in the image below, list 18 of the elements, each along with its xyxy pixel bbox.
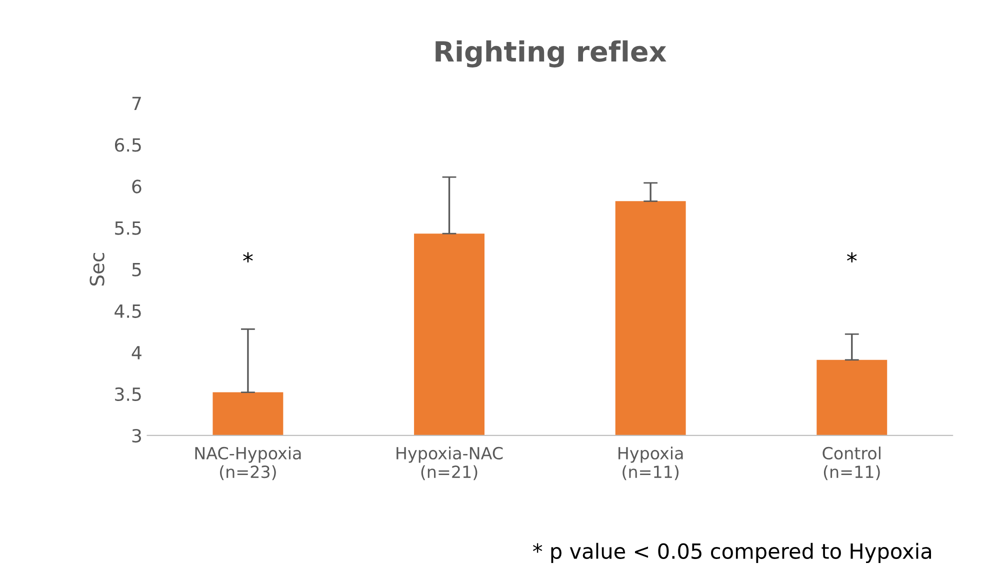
x-tick-label: Hypoxia (n=11) — [618, 446, 683, 480]
x-tick-label: Hypoxia-NAC (n=21) — [396, 446, 503, 480]
y-tick-label: 6 — [132, 180, 142, 194]
x-tick-label: NAC-Hypoxia (n=23) — [195, 446, 301, 480]
y-tick-label: 4.5 — [114, 304, 141, 318]
y-axis-title: Sec — [90, 253, 104, 286]
annotation: * — [846, 252, 857, 262]
y-tick-label: 5 — [132, 263, 141, 276]
annotation: * — [243, 252, 253, 262]
y-tick-label: 3 — [132, 428, 141, 443]
y-tick-label: 3.5 — [115, 387, 141, 402]
y-tick-label: 4 — [132, 346, 142, 360]
text: * p value < 0.05 compered to Hypoxia — [532, 542, 931, 564]
y-tick-label: 6.5 — [114, 138, 141, 152]
chart-title: Righting reflex — [436, 40, 666, 68]
x-tick-label: Control (n=11) — [822, 446, 880, 480]
y-tick-label: 5.5 — [115, 221, 141, 235]
y-tick-label: 7 — [132, 96, 141, 110]
